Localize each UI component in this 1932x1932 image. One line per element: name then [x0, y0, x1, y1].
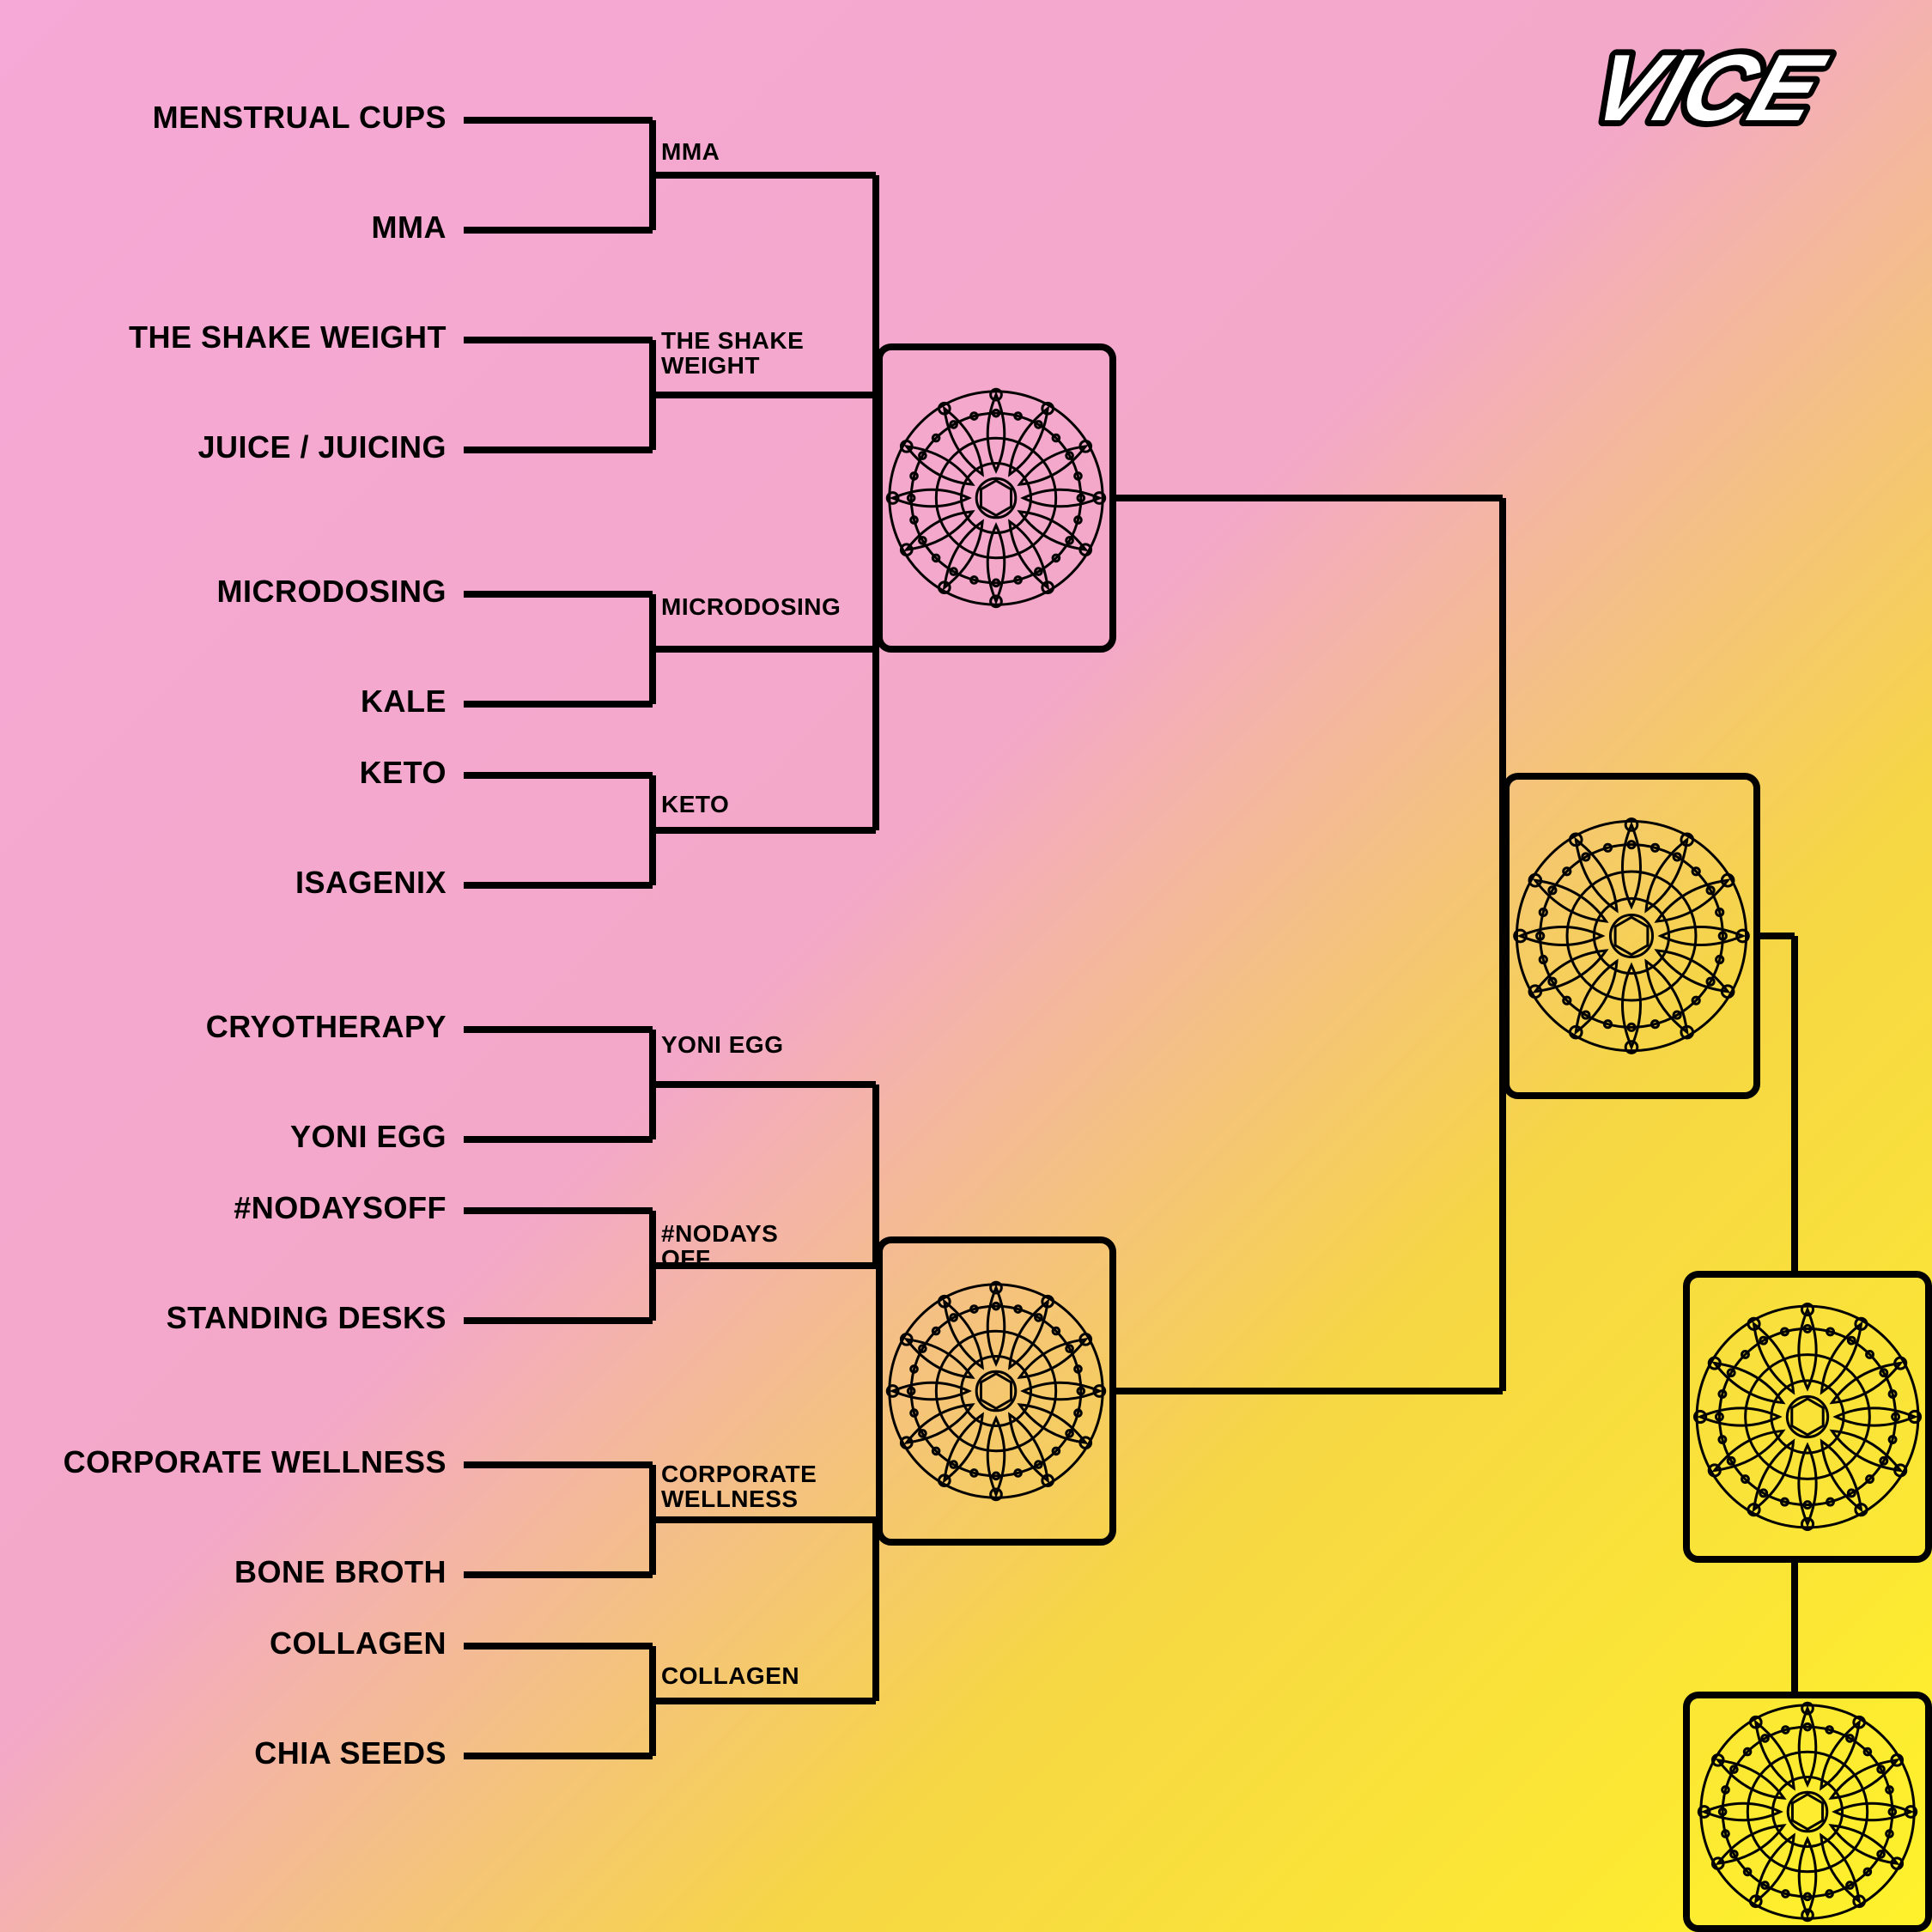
round2-item: KETO — [661, 792, 729, 817]
round2-item: #NODAYS OFF — [661, 1221, 778, 1272]
round2-item: MMA — [661, 139, 720, 164]
round1-item: MICRODOSING — [216, 575, 447, 608]
round1-item: JUICE / JUICING — [197, 431, 447, 464]
vice-logo-text-fill: VICE — [1580, 35, 1838, 141]
round1-item: THE SHAKE WEIGHT — [129, 321, 447, 354]
mandala-r4 — [1503, 773, 1760, 1099]
round1-item: MMA — [372, 211, 447, 244]
round1-item: CRYOTHERAPY — [206, 1011, 447, 1043]
round2-item: YONI EGG — [661, 1032, 783, 1057]
round1-item: ISAGENIX — [295, 866, 447, 899]
mandala-r3-bottom — [876, 1236, 1116, 1546]
round2-item: COLLAGEN — [661, 1663, 799, 1688]
round1-item: KALE — [361, 685, 447, 718]
round1-item: STANDING DESKS — [167, 1302, 447, 1334]
round1-item: COLLAGEN — [270, 1627, 447, 1660]
mandala-r5-b — [1683, 1692, 1932, 1932]
round2-item: MICRODOSING — [661, 594, 841, 619]
mandala-r3-top — [876, 343, 1116, 653]
round1-item: #NODAYSOFF — [234, 1192, 447, 1224]
round2-item: THE SHAKE WEIGHT — [661, 328, 804, 379]
round1-item: MENSTRUAL CUPS — [153, 101, 447, 134]
vice-logo: VICE VICE — [1546, 34, 1889, 163]
round1-item: KETO — [360, 756, 447, 789]
round2-item: CORPORATE WELLNESS — [661, 1461, 817, 1512]
mandala-r5-a — [1683, 1271, 1932, 1563]
round1-item: CHIA SEEDS — [254, 1737, 447, 1770]
round1-item: BONE BROTH — [234, 1556, 447, 1589]
round1-item: YONI EGG — [290, 1121, 447, 1153]
round1-item: CORPORATE WELLNESS — [64, 1446, 447, 1479]
